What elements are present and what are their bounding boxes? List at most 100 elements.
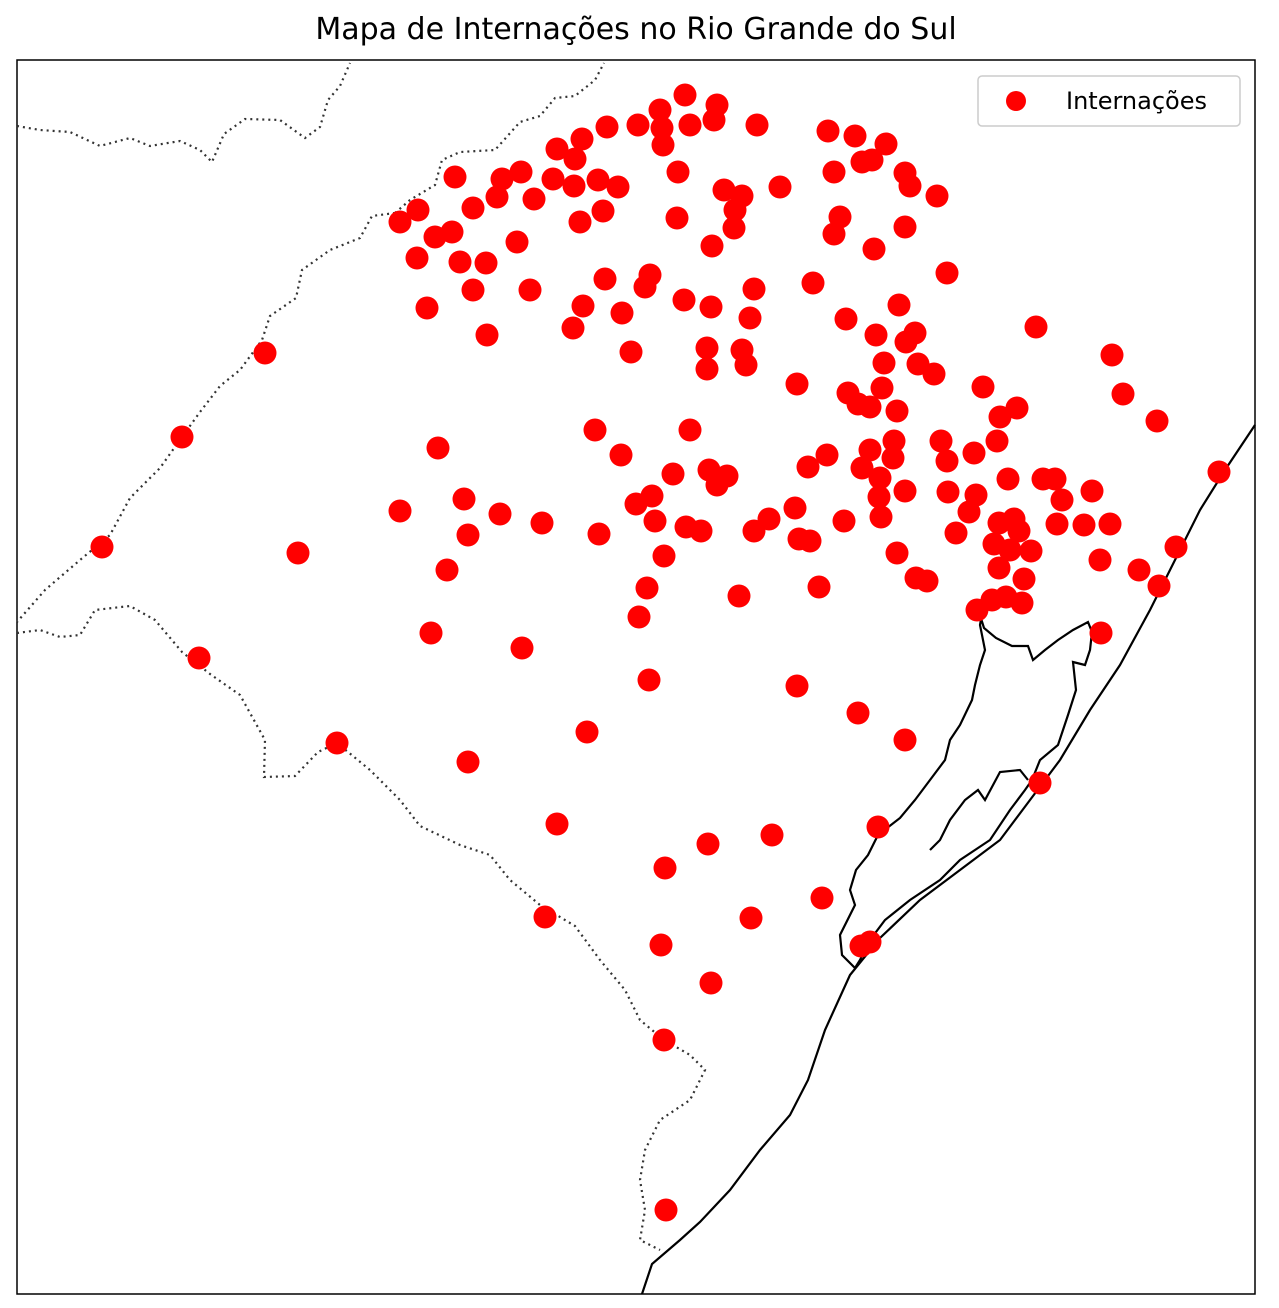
internacao-point	[869, 505, 893, 529]
internacao-point	[1045, 512, 1069, 536]
internacao-point	[944, 521, 968, 545]
internacao-point	[606, 175, 630, 199]
internacao-point	[936, 480, 960, 504]
internacao-point	[510, 636, 534, 660]
border-north-east	[394, 62, 605, 214]
internacao-point	[1005, 396, 1029, 420]
internacao-point	[650, 116, 674, 140]
legend: Internações	[977, 75, 1241, 127]
internacao-point	[742, 277, 766, 301]
internacao-point	[563, 147, 587, 171]
internacao-point	[440, 220, 464, 244]
internacao-point	[1019, 539, 1043, 563]
internacao-point	[695, 336, 719, 360]
internacao-point	[925, 184, 949, 208]
internacao-point	[533, 905, 557, 929]
internacao-point	[575, 720, 599, 744]
internacao-point	[587, 522, 611, 546]
state-borders	[16, 62, 707, 1251]
internacao-point	[874, 132, 898, 156]
internacao-point	[388, 210, 412, 234]
lagoon-outline	[838, 591, 1094, 970]
internacao-point	[893, 215, 917, 239]
internacao-point	[593, 267, 617, 291]
internacao-point	[935, 261, 959, 285]
internacao-point	[810, 886, 834, 910]
internacao-point	[696, 832, 720, 856]
internacao-point	[640, 484, 664, 508]
internacao-point	[595, 115, 619, 139]
internacao-point	[1098, 512, 1122, 536]
internacao-point	[405, 246, 429, 270]
internacao-point	[643, 509, 667, 533]
internacao-point	[922, 362, 946, 386]
internacao-point	[619, 340, 643, 364]
internacao-point	[651, 133, 675, 157]
internacao-point	[562, 174, 586, 198]
internacao-point	[689, 519, 713, 543]
internacao-point	[887, 293, 911, 317]
internacao-point	[1028, 771, 1052, 795]
internacao-point	[885, 399, 909, 423]
internacao-point	[727, 584, 751, 608]
internacao-point	[1007, 519, 1031, 543]
internacao-point	[187, 646, 211, 670]
legend-box	[977, 75, 1241, 127]
internacao-point	[894, 330, 918, 354]
internacao-point	[583, 418, 607, 442]
internacao-point	[868, 466, 892, 490]
internacao-point	[325, 731, 349, 755]
internacao-point	[490, 167, 514, 191]
internacao-point	[456, 750, 480, 774]
internacao-point	[699, 295, 723, 319]
internacao-point	[872, 351, 896, 375]
internacao-point	[738, 306, 762, 330]
internacao-point	[1050, 488, 1074, 512]
internacao-point	[858, 930, 882, 954]
internacao-point	[846, 701, 870, 725]
internacao-point	[994, 585, 1018, 609]
internacao-point	[509, 160, 533, 184]
internacao-point	[915, 569, 939, 593]
internacao-point	[609, 443, 633, 467]
internacao-point	[635, 576, 659, 600]
internacao-point	[971, 375, 995, 399]
internacao-point	[648, 98, 672, 122]
internacao-point	[1111, 382, 1135, 406]
internacao-point	[505, 230, 529, 254]
internacao-point	[530, 511, 554, 535]
internacao-point	[712, 178, 736, 202]
internacao-point	[678, 113, 702, 137]
internacao-point	[1088, 548, 1112, 572]
internacao-point	[757, 507, 781, 531]
internacao-point	[882, 429, 906, 453]
internacao-point	[388, 499, 412, 523]
internacao-point	[654, 1198, 678, 1222]
internacao-point	[610, 301, 634, 325]
internacao-point	[1147, 574, 1171, 598]
map-frame	[16, 59, 1256, 1295]
internacao-point	[475, 323, 499, 347]
internacao-point	[862, 237, 886, 261]
internacao-point	[419, 621, 443, 645]
internacao-point	[661, 462, 685, 486]
internacao-point	[996, 467, 1020, 491]
internacao-point	[545, 137, 569, 161]
internacao-point	[406, 198, 430, 222]
internacao-point	[653, 856, 677, 880]
internacao-point	[885, 541, 909, 565]
internacao-point	[627, 605, 651, 629]
internacao-point	[893, 479, 917, 503]
internacao-point	[591, 199, 615, 223]
internacao-point	[850, 456, 874, 480]
internacao-point	[1100, 343, 1124, 367]
internacao-point	[700, 234, 724, 258]
internacao-point	[1145, 409, 1169, 433]
internacao-point	[448, 250, 472, 274]
internacao-point	[435, 558, 459, 582]
internacao-point	[1072, 513, 1096, 537]
internacao-point	[982, 532, 1006, 556]
internacao-point	[673, 83, 697, 107]
internacao-point	[474, 251, 498, 275]
internacao-point	[666, 160, 690, 184]
